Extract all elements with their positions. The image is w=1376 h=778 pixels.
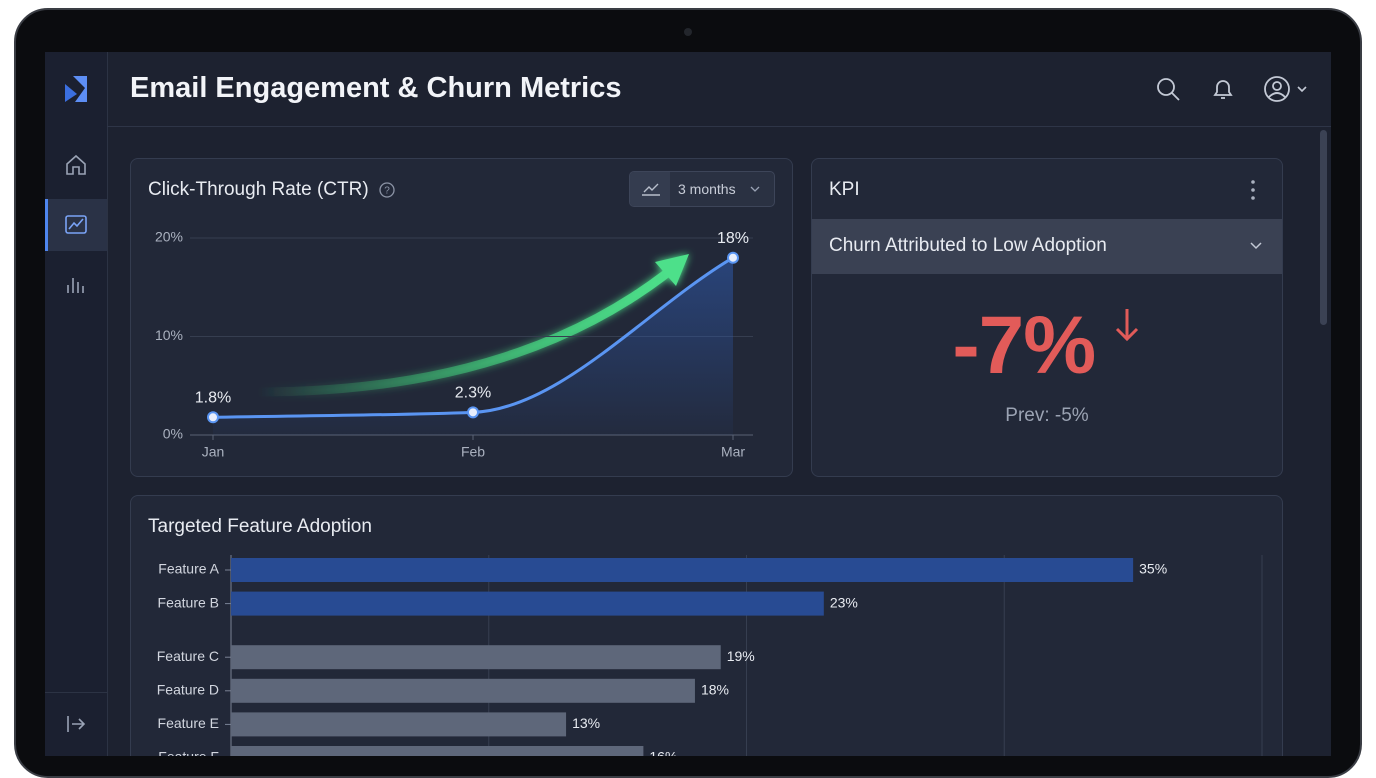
bars-icon[interactable] <box>64 273 88 297</box>
more-menu[interactable] <box>1248 179 1258 201</box>
value-label: 18% <box>701 682 729 698</box>
trend-arrow <box>253 261 681 397</box>
x-tick-label: Mar <box>721 444 745 460</box>
bell-icon[interactable] <box>1210 76 1236 104</box>
down-arrow <box>1115 309 1138 342</box>
trend-arrowhead <box>655 254 689 286</box>
y-tick-label: Feature A <box>158 561 219 577</box>
range-label: 3 months <box>678 181 736 197</box>
help-icon[interactable]: ? <box>378 181 396 199</box>
point <box>467 406 479 419</box>
logo <box>65 76 87 102</box>
bar <box>231 591 824 616</box>
kpi-value: -7% <box>952 300 1096 391</box>
value-label: 16% <box>649 749 677 765</box>
y-tick-label: 0% <box>163 426 183 442</box>
y-tick-label: Feature C <box>157 648 219 664</box>
search-icon[interactable] <box>1155 76 1183 104</box>
collapse-icon[interactable] <box>64 712 88 736</box>
value-label: 1.8% <box>195 389 231 406</box>
y-tick-label: 10% <box>155 327 183 343</box>
page-title: Email Engagement & Churn Metrics <box>130 72 622 104</box>
kpi-title: KPI <box>829 179 860 200</box>
scrollbar <box>1320 130 1327 325</box>
metric-label: Churn Attributed to Low Adoption <box>829 235 1107 256</box>
kpi-previous: Prev: -5% <box>1005 405 1089 426</box>
bar <box>231 746 644 756</box>
metric-dropdown[interactable]: Churn Attributed to Low Adoption <box>812 219 1282 274</box>
y-tick-label: Feature D <box>157 682 219 698</box>
y-tick-label: Feature F <box>158 749 219 765</box>
point <box>207 411 219 424</box>
camera <box>684 28 692 36</box>
bar <box>231 645 721 670</box>
home-icon[interactable] <box>64 153 88 177</box>
sidebar <box>45 52 108 756</box>
value-label: 2.3% <box>455 385 491 402</box>
kpi-card: KPI Churn Attributed to Low Adoption -7%… <box>811 158 1283 477</box>
value-label: 18% <box>717 230 749 247</box>
kpi-value-row: -7% <box>812 299 1282 393</box>
range-selector[interactable]: 3 months <box>629 171 775 207</box>
bar <box>231 558 1134 582</box>
card-title: Click-Through Rate (CTR) <box>148 179 369 200</box>
chevron <box>750 186 760 192</box>
bar <box>231 712 567 737</box>
chevron <box>1250 242 1262 250</box>
user-menu[interactable] <box>1263 74 1313 104</box>
plot-layer: 0% 10% 20% 1.8% Jan 2.3% Feb 18% Mar Feature A 35%… <box>155 229 1263 765</box>
area <box>213 257 733 435</box>
card-title: Targeted Feature Adoption <box>148 516 372 537</box>
value-label: 19% <box>727 648 755 664</box>
bar <box>231 678 695 703</box>
y-tick-label: 20% <box>155 229 183 245</box>
line-icon <box>642 183 660 196</box>
chart-toggle[interactable] <box>630 172 670 206</box>
analytics-icon[interactable] <box>64 213 88 237</box>
y-tick-label: Feature E <box>158 715 219 731</box>
point <box>727 251 739 264</box>
x-tick-label: Jan <box>202 444 225 460</box>
svg-text:?: ? <box>384 186 390 197</box>
header: Email Engagement & Churn Metrics <box>107 52 1331 127</box>
divider <box>45 692 107 693</box>
x-tick-label: Feb <box>461 444 485 460</box>
y-tick-label: Feature B <box>158 594 219 610</box>
value-label: 35% <box>1139 561 1167 577</box>
value-label: 23% <box>830 594 858 610</box>
value-label: 13% <box>572 715 600 731</box>
